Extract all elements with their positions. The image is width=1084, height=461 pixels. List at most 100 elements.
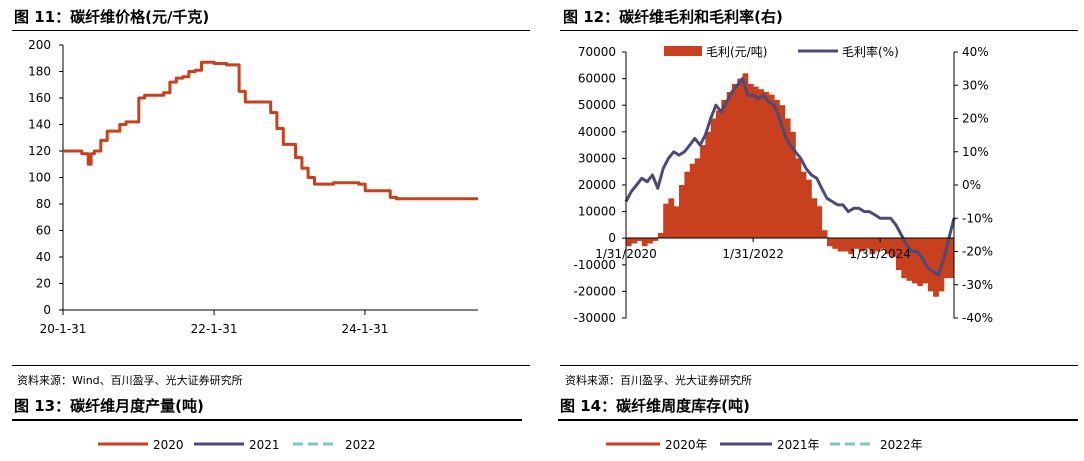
fig12-profit-bar xyxy=(806,179,812,239)
fig11-source: 资料来源：Wind、百川盈孚、光大证券研究所 xyxy=(17,374,243,387)
fig12-profit-bar xyxy=(927,238,934,292)
fig14-title-rule xyxy=(558,419,1078,421)
fig12-profit-bar xyxy=(784,118,791,239)
fig11-y-tick-label: 160 xyxy=(28,91,51,105)
fig12-profit-bar xyxy=(768,94,775,239)
fig12-y2-tick-label: -20% xyxy=(962,245,993,259)
fig12-profit-bar xyxy=(705,131,712,239)
fig12-title-rule xyxy=(560,30,1078,31)
fig12-y2-tick-label: 20% xyxy=(962,112,989,126)
fig12-profit-bar xyxy=(779,105,786,239)
fig12-x-tick-label: 1/31/2024 xyxy=(849,247,911,261)
fig11-y-tick-label: 200 xyxy=(28,38,51,52)
fig11-x-tick-label: 20-1-31 xyxy=(40,322,87,336)
fig12-y-tick-label: 0 xyxy=(608,231,616,245)
fig12-y-tick-label: 20000 xyxy=(578,178,616,192)
fig11-y-tick-label: 40 xyxy=(36,250,51,264)
fig12-profit-bar xyxy=(795,158,802,239)
fig12-profit-bar xyxy=(731,83,738,239)
fig12-y2-tick-label: -40% xyxy=(962,311,993,325)
fig12-profit-bar xyxy=(869,238,876,255)
fig12-legend-label-margin: 毛利率(%) xyxy=(842,44,899,59)
fig12-profit-bar xyxy=(626,238,632,247)
fig12-profit-bar xyxy=(679,185,685,239)
fig12-profit-bar xyxy=(721,99,728,239)
fig12-profit-bar xyxy=(710,118,717,239)
fig12-profit-bar xyxy=(890,238,897,257)
fig12-profit-bar xyxy=(753,86,759,239)
fig12-profit-bar xyxy=(837,238,844,252)
fig12-profit-bar xyxy=(911,238,918,284)
fig12-profit-bar xyxy=(747,83,754,239)
fig12-profit-bar xyxy=(800,171,807,239)
fig11-y-tick-label: 100 xyxy=(28,171,51,185)
fig12-profit-bar xyxy=(864,238,870,249)
fig12-legend: 毛利(元/吨) 毛利率(%) xyxy=(664,44,899,59)
fig12-profit-bar xyxy=(774,99,780,239)
fig12-y-tick-label: 10000 xyxy=(578,205,616,219)
fig12-profit-bar xyxy=(943,238,955,279)
fig11-x-tick-label: 22-1-31 xyxy=(191,322,238,336)
fig12-profit-bar xyxy=(917,238,923,287)
fig12-y2-tick-label: 0% xyxy=(962,178,981,192)
fig14-legend-label-2020: 2020年 xyxy=(665,438,708,452)
fig13-legend-label-2022: 2022 xyxy=(345,438,376,452)
fig12-profit-bar xyxy=(901,238,907,279)
fig12-y-tick-label: -10000 xyxy=(573,258,616,272)
fig11-y-tick-label: 140 xyxy=(28,118,51,132)
fig12-y-tick-label: 30000 xyxy=(578,151,616,165)
fig11-source-rule xyxy=(12,365,530,366)
fig11-x-tick-label: 24-1-31 xyxy=(342,322,389,336)
fig12-profit-bar xyxy=(742,73,749,239)
fig12-profit-bar xyxy=(657,232,664,239)
fig11-y-tick-label: 80 xyxy=(36,197,51,211)
fig12-y-tick-label: 40000 xyxy=(578,125,616,139)
fig14-legend: 2020年 2021年 2022年 xyxy=(606,438,923,452)
fig12-margin-line xyxy=(624,77,956,277)
fig11-price-line xyxy=(63,60,478,201)
fig12-profit-bar xyxy=(673,206,680,239)
fig12-y2-tick-label: -30% xyxy=(962,278,993,292)
fig13-title: 图 13：碳纤维月度产量(吨) xyxy=(14,397,204,415)
fig11-title-rule xyxy=(12,30,530,31)
fig11-y-tick-label: 60 xyxy=(36,224,51,238)
fig11-y-tick-label: 180 xyxy=(28,65,51,79)
fig12-x-tick-label: 1/31/2022 xyxy=(722,247,784,261)
fig12-profit-bar xyxy=(827,238,833,247)
fig12-profit-bar xyxy=(821,230,828,239)
fig12-profit-bar xyxy=(811,198,818,239)
fig12-y-tick-label: 70000 xyxy=(578,45,616,59)
fig12-legend-label-profit: 毛利(元/吨) xyxy=(706,45,767,59)
fig12-profit-bar xyxy=(663,203,669,239)
fig12-profit-bar xyxy=(758,89,764,239)
fig12-profit-bar xyxy=(763,91,770,239)
fig11-chart: 0 20 40 60 80 100 120 140 160 180 200 20-1-31 22-1-… xyxy=(28,38,478,336)
fig12-y2-tick-label: 40% xyxy=(962,45,989,59)
fig12-profit-bar xyxy=(842,238,849,252)
fig12-profit-bar xyxy=(668,198,675,239)
fig12-x-tick-label: 1/31/2020 xyxy=(595,247,657,261)
fig12-gross-profit-area xyxy=(626,73,955,297)
fig13-legend: 2020 2021 2022 xyxy=(98,438,376,452)
fig13-legend-label-2021: 2021 xyxy=(249,438,280,452)
fig12-profit-bar xyxy=(874,238,881,252)
fig12-profit-bar xyxy=(726,91,733,239)
fig12-profit-bar xyxy=(858,238,865,252)
fig12-profit-bar xyxy=(885,238,892,255)
fig12-profit-bar xyxy=(641,238,648,247)
fig12-y2-tick-label: -10% xyxy=(962,211,993,225)
fig12-profit-bar xyxy=(700,145,706,239)
fig14-title: 图 14：碳纤维周度库存(吨) xyxy=(560,397,750,415)
fig13-legend-label-2020: 2020 xyxy=(153,438,184,452)
fig12-y2-tick-label: 10% xyxy=(962,145,989,159)
fig11-y-tick-label: 0 xyxy=(43,303,51,317)
fig12-profit-bar xyxy=(895,238,902,271)
fig12-profit-bar xyxy=(816,206,823,239)
fig12-profit-bar xyxy=(647,238,653,244)
fig14-legend-label-2022: 2022年 xyxy=(880,438,923,452)
fig13-title-rule xyxy=(12,419,522,421)
fig12-chart: -30000 -20000 -10000 0 10000 20000 30000 40000 5… xyxy=(573,44,993,325)
fig12-profit-bar xyxy=(715,110,722,239)
fig12-profit-bar xyxy=(694,158,701,239)
fig12-profit-bar xyxy=(636,238,643,241)
